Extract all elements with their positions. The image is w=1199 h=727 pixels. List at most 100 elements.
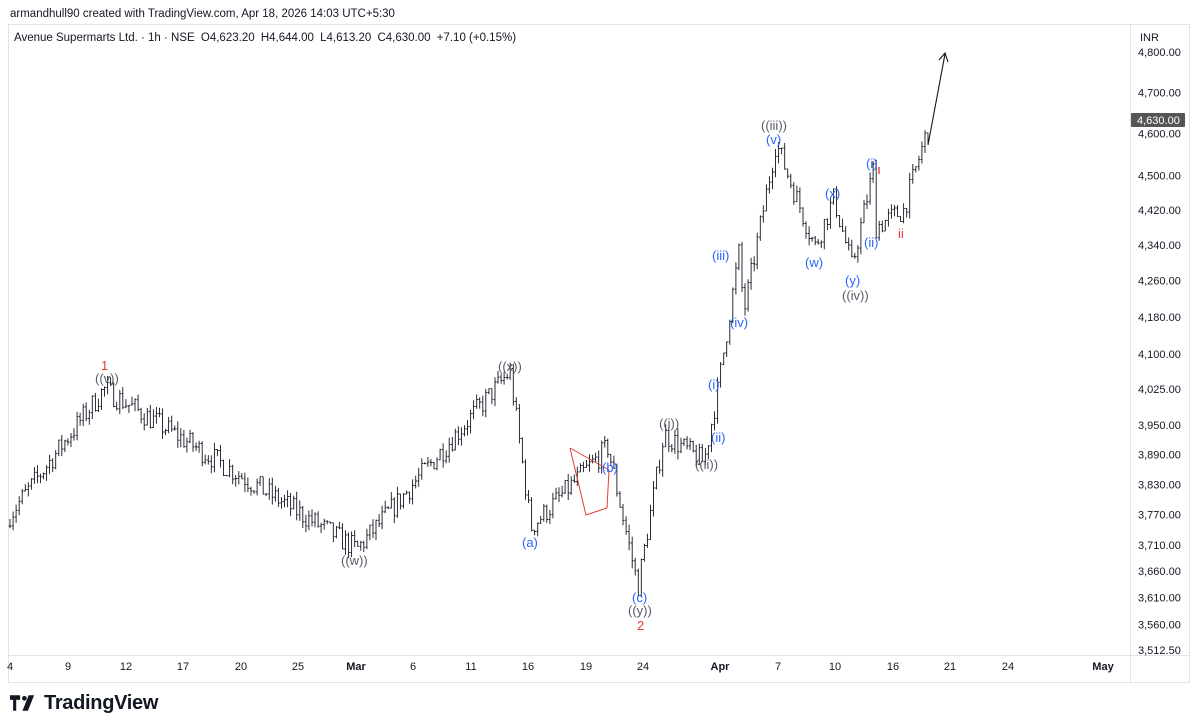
ohlc-open-key: O <box>200 32 210 44</box>
ohlc-bar <box>554 487 558 500</box>
ohlc-bar <box>45 465 48 481</box>
ohlc-close: C4,630.00 <box>377 32 430 44</box>
ohlc-bar <box>219 445 222 468</box>
ohlc-bar <box>621 504 625 526</box>
ohlc-bar <box>838 214 841 228</box>
ohlc-bar <box>182 429 186 448</box>
ohlc-bar <box>179 428 183 448</box>
ohlc-low-value: 4,613.20 <box>326 32 372 44</box>
ohlc-bar <box>347 532 350 559</box>
ohlc-bar <box>667 425 671 452</box>
ohlc-bar <box>158 407 161 418</box>
ohlc-bar <box>853 252 857 259</box>
time-tick-label: 20 <box>235 661 247 673</box>
ohlc-bar <box>173 425 176 431</box>
ohlc-bar <box>164 428 167 436</box>
ohlc-bar <box>194 442 198 451</box>
ohlc-bar <box>225 474 228 477</box>
ohlc-bar <box>850 239 854 258</box>
ohlc-bar <box>496 371 500 384</box>
ohlc-bar <box>316 511 320 528</box>
footer-brand[interactable]: TradingView <box>10 690 158 716</box>
ohlc-bar <box>91 395 94 419</box>
ohlc-bar <box>826 218 829 231</box>
ohlc-bar <box>746 279 750 312</box>
ohlc-bar <box>155 407 158 424</box>
ohlc-bar <box>469 409 472 434</box>
ohlc-bar <box>813 236 817 246</box>
ohlc-bar <box>319 522 323 534</box>
ohlc-bar <box>237 471 241 485</box>
ohlc-bar <box>780 147 783 155</box>
wave-label: (iv) <box>730 315 748 330</box>
price-tick-label: 3,660.00 <box>1138 566 1181 578</box>
ohlc-bar <box>332 522 335 543</box>
ohlc-bar <box>521 437 524 464</box>
ohlc-bar <box>304 514 308 533</box>
ohlc-bar <box>804 221 808 239</box>
price-tick-label: 4,700.00 <box>1138 87 1181 99</box>
ohlc-bar <box>20 489 24 505</box>
ohlc-bar <box>246 477 250 493</box>
ohlc-bar <box>905 207 908 218</box>
ohlc-bar <box>365 528 369 550</box>
ohlc-bar <box>539 515 542 524</box>
ohlc-bar <box>63 439 67 453</box>
price-tick-label: 3,950.00 <box>1138 420 1181 432</box>
ohlc-bar <box>536 522 539 537</box>
ohlc-bar <box>637 568 640 596</box>
price-tick-label: 4,500.00 <box>1138 171 1181 183</box>
ohlc-bar <box>743 283 747 316</box>
ohlc-bar <box>859 217 863 255</box>
ohlc-bar <box>682 438 686 446</box>
ohlc-bar <box>447 437 451 463</box>
ohlc-bar <box>213 442 216 473</box>
ohlc-bar <box>152 409 155 428</box>
ohlc-bar <box>917 155 921 171</box>
time-tick-label: 16 <box>887 661 899 673</box>
ohlc-bar <box>609 453 613 467</box>
ohlc-bar <box>774 149 777 178</box>
ohlc-high-key: H <box>260 32 270 44</box>
ohlc-bar <box>11 511 15 531</box>
ohlc-bar <box>887 208 890 227</box>
ohlc-bar <box>618 491 622 508</box>
ohlc-bar <box>170 415 173 432</box>
price-tick-label: 3,512.50 <box>1138 645 1181 657</box>
wave-label: (b) <box>602 460 618 475</box>
ohlc-bar <box>737 243 741 271</box>
current-price-tag: 4,630.00 <box>1131 113 1185 127</box>
ohlc-bar <box>801 207 805 227</box>
ohlc-bar <box>338 521 341 530</box>
ohlc-bar <box>432 462 436 470</box>
ohlc-bar <box>600 440 603 474</box>
ohlc-bar <box>393 497 396 524</box>
ohlc-bar <box>188 429 192 444</box>
ohlc-bar <box>582 461 585 473</box>
time-tick-label: 17 <box>177 661 189 673</box>
ohlc-bar <box>84 402 88 422</box>
ohlc-bar <box>664 424 667 448</box>
wave-label: (y) <box>845 273 860 288</box>
ohlc-bar <box>222 459 225 477</box>
currency-label: INR <box>1140 32 1159 44</box>
ohlc-bar <box>298 500 302 521</box>
ohlc-bar <box>277 487 280 507</box>
ohlc-bar <box>127 404 131 413</box>
ohlc-bar <box>145 407 149 426</box>
ohlc-bar <box>576 466 579 486</box>
price-tick-label: 4,340.00 <box>1138 240 1181 252</box>
wave-label: ((i)) <box>659 416 679 431</box>
ohlc-bar <box>591 454 594 464</box>
ohlc-bar <box>847 237 850 251</box>
ohlc-bar <box>588 454 591 472</box>
ohlc-bar <box>823 218 826 250</box>
ohlc-bar <box>603 436 606 448</box>
ohlc-bar <box>832 188 835 205</box>
ohlc-bar <box>835 186 838 218</box>
ohlc-bar <box>685 436 689 450</box>
ohlc-bar <box>515 397 518 411</box>
wave-label: ((iii)) <box>761 118 787 133</box>
time-tick-label: 11 <box>465 661 476 673</box>
